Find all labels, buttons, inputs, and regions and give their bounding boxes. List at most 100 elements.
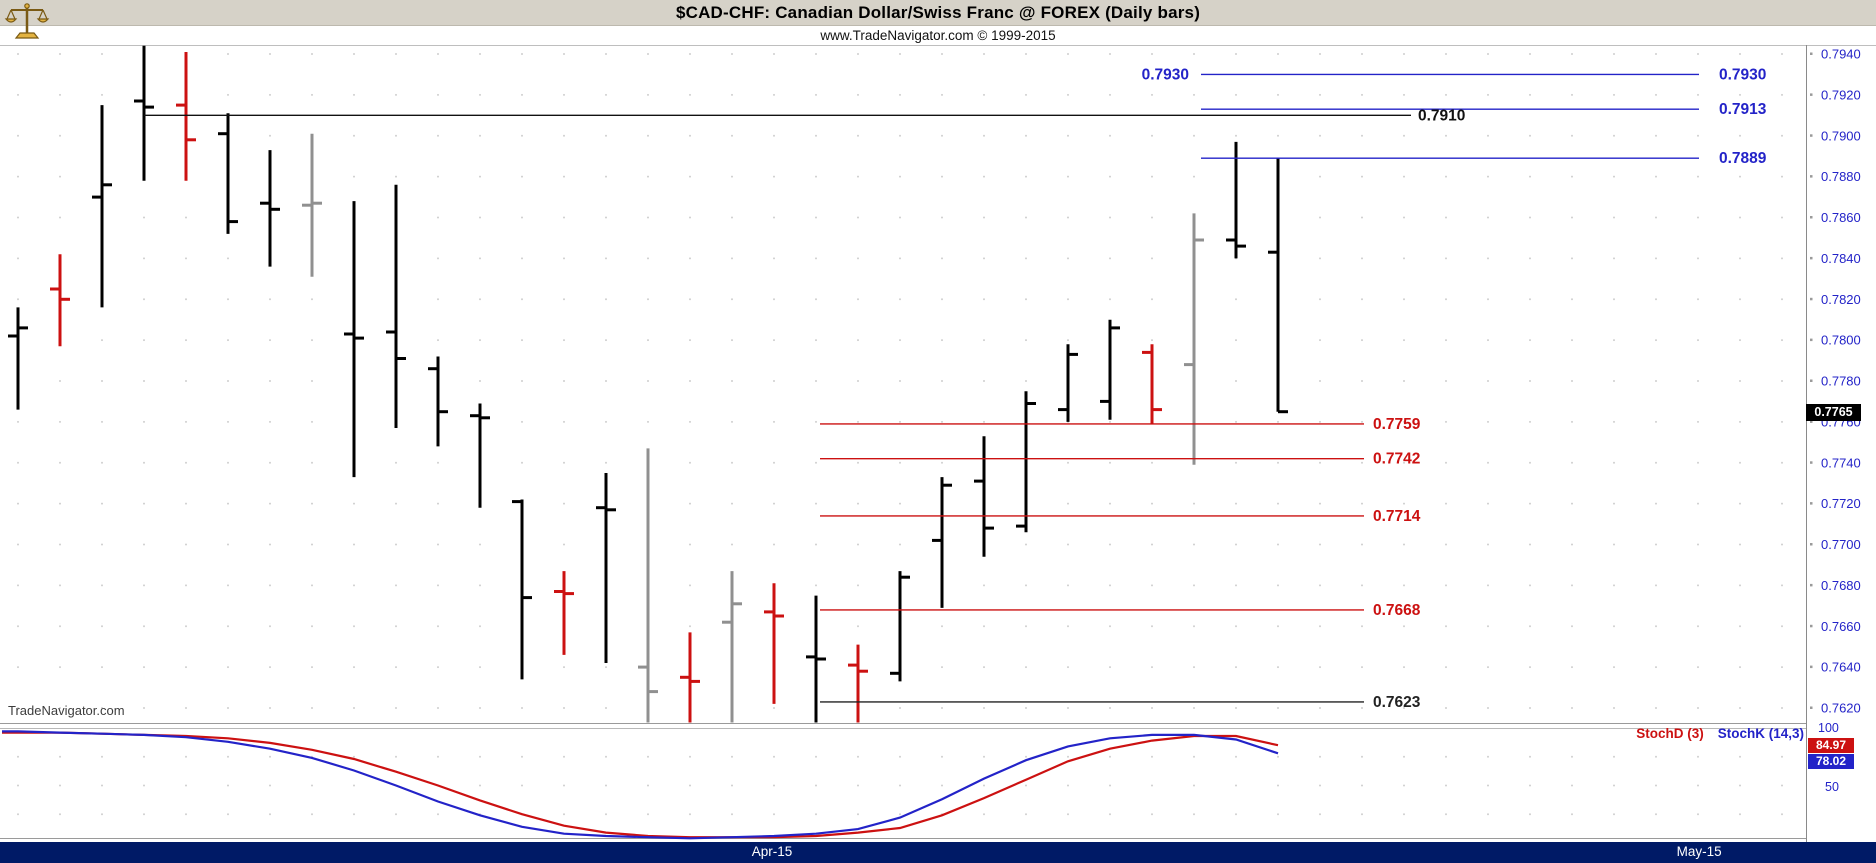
grid-dot	[1445, 420, 1447, 423]
grid-dot	[59, 502, 61, 505]
grid-dot	[731, 543, 733, 546]
grid-dot	[479, 707, 481, 709]
last-price-badge: 0.7765	[1806, 404, 1861, 421]
grid-dot	[311, 461, 313, 464]
grid-dot	[353, 707, 355, 709]
grid-dot	[689, 755, 691, 758]
grid-dot	[1025, 175, 1027, 178]
grid-dot	[857, 420, 859, 423]
grid-dot	[857, 380, 859, 382]
grid-dot	[227, 53, 229, 55]
grid-dot	[1277, 755, 1279, 758]
grid-dot	[941, 755, 943, 758]
grid-dot	[815, 543, 817, 546]
grid-dot	[941, 380, 943, 382]
grid-dot	[899, 380, 901, 382]
grid-dot	[815, 53, 817, 55]
stochk-value-badge: 78.02	[1808, 754, 1854, 769]
grid-dot	[227, 93, 229, 96]
level-label: 0.7623	[1373, 694, 1421, 711]
grid-dot	[1445, 666, 1447, 669]
grid-dot	[773, 813, 775, 816]
grid-dot	[1319, 625, 1321, 628]
grid-dot	[269, 584, 271, 587]
grid-dot	[899, 298, 901, 301]
grid-dot	[311, 339, 313, 342]
grid-dot	[1151, 813, 1153, 816]
grid-dot	[395, 134, 397, 137]
grid-dot	[17, 216, 19, 219]
grid-dot	[1445, 707, 1447, 709]
grid-dot	[269, 784, 271, 787]
grid-dot	[1697, 257, 1699, 260]
grid-dot	[1235, 707, 1237, 709]
grid-dot	[269, 461, 271, 464]
grid-dot	[437, 53, 439, 55]
grid-dot	[941, 420, 943, 423]
grid-dot	[1403, 380, 1405, 382]
grid-dot	[1445, 380, 1447, 382]
grid-dot	[1487, 813, 1489, 816]
grid-dot	[143, 257, 145, 260]
price-axis-label: 0.7840	[1821, 251, 1861, 266]
grid-dot	[605, 53, 607, 55]
grid-dot	[773, 543, 775, 546]
grid-dot	[1445, 813, 1447, 816]
grid-dot	[269, 666, 271, 669]
grid-dot	[773, 216, 775, 219]
grid-dot	[479, 53, 481, 55]
grid-dot	[17, 93, 19, 96]
grid-dot	[1571, 461, 1573, 464]
grid-dot	[1613, 543, 1615, 546]
grid-dot	[1193, 53, 1195, 55]
grid-dot	[1277, 93, 1279, 96]
grid-dot	[1571, 175, 1573, 178]
grid-dot	[1403, 461, 1405, 464]
grid-dot	[1655, 584, 1657, 587]
grid-dot	[1403, 813, 1405, 816]
date-label-may: May-15	[1676, 844, 1722, 859]
grid-dot	[815, 298, 817, 301]
grid-dot	[1781, 257, 1783, 260]
grid-dot	[17, 755, 19, 758]
grid-dot	[1319, 93, 1321, 96]
grid-dot	[731, 420, 733, 423]
grid-dot	[521, 134, 523, 137]
grid-dot	[1739, 339, 1741, 342]
grid-dot	[1151, 175, 1153, 178]
grid-dot	[185, 380, 187, 382]
price-axis-tick	[1810, 52, 1813, 55]
watermark-text: TradeNavigator.com	[8, 703, 125, 718]
grid-dot	[1613, 339, 1615, 342]
grid-dot	[185, 298, 187, 301]
grid-dot	[773, 134, 775, 137]
grid-dot	[647, 93, 649, 96]
grid-dot	[353, 93, 355, 96]
grid-dot	[1403, 93, 1405, 96]
grid-dot	[1613, 784, 1615, 787]
grid-dot	[1613, 175, 1615, 178]
grid-dot	[395, 755, 397, 758]
level-label: 0.7759	[1373, 416, 1421, 433]
grid-dot	[437, 339, 439, 342]
grid-dot	[1319, 380, 1321, 382]
grid-dot	[1151, 461, 1153, 464]
level-label: 0.7668	[1373, 602, 1421, 619]
grid-dot	[143, 216, 145, 219]
grid-dot	[269, 298, 271, 301]
grid-dot	[227, 339, 229, 342]
grid-dot	[353, 502, 355, 505]
grid-dot	[1655, 666, 1657, 669]
grid-dot	[1529, 707, 1531, 709]
grid-dot	[1151, 707, 1153, 709]
level-label: 0.7889	[1719, 150, 1767, 167]
grid-dot	[1571, 707, 1573, 709]
grid-dot	[773, 502, 775, 505]
grid-dot	[17, 813, 19, 816]
grid-dot	[1319, 175, 1321, 178]
grid-dot	[1655, 755, 1657, 758]
grid-dot	[941, 666, 943, 669]
grid-dot	[59, 134, 61, 137]
grid-dot	[437, 625, 439, 628]
